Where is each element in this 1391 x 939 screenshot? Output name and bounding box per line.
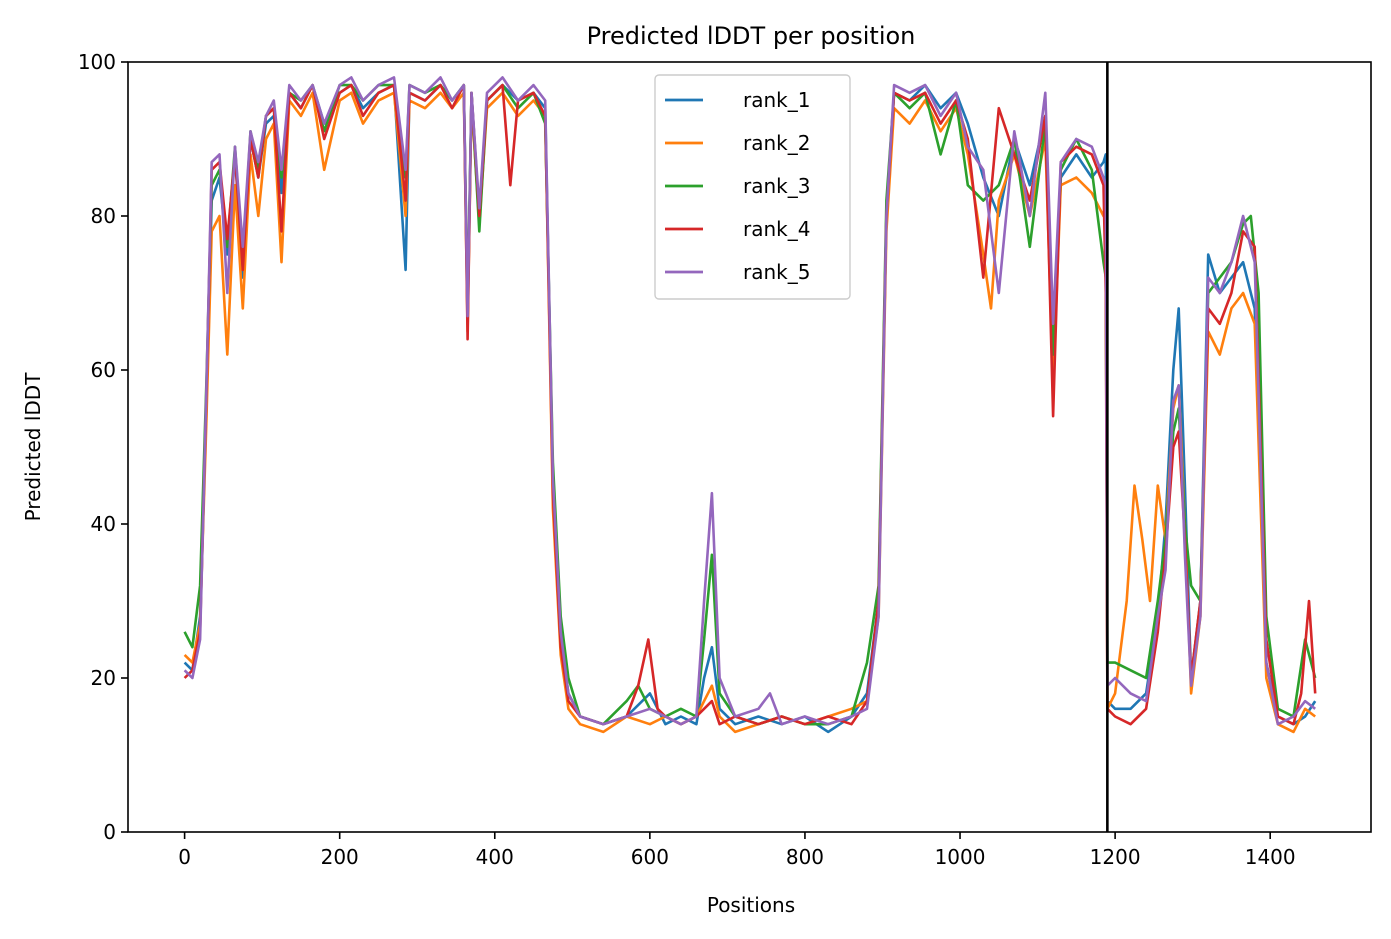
y-tick-label: 80 (91, 204, 116, 228)
legend-label-rank-4: rank_4 (743, 217, 810, 241)
legend-label-rank-3: rank_3 (743, 174, 810, 198)
legend-box (654, 74, 851, 300)
x-tick-label: 400 (476, 845, 514, 869)
x-tick-label: 200 (321, 845, 359, 869)
y-tick-label: 20 (91, 666, 116, 690)
x-axis-label: Positions (707, 893, 795, 917)
legend-label-rank-5: rank_5 (743, 260, 810, 284)
x-tick-label: 0 (178, 845, 191, 869)
chart-title: Predicted lDDT per position (587, 22, 916, 50)
y-axis-ticks: 0 20 40 60 80 100 (78, 50, 128, 844)
x-tick-label: 1400 (1245, 845, 1296, 869)
legend-label-rank-1: rank_1 (743, 88, 810, 112)
x-tick-label: 800 (786, 845, 824, 869)
legend: rank_1 rank_2 rank_3 rank_4 rank_5 (654, 74, 851, 300)
series-layer (183, 76, 1317, 734)
x-tick-label: 1200 (1090, 845, 1141, 869)
series-line-rank-2 (183, 91, 1316, 734)
legend-label-rank-2: rank_2 (743, 131, 810, 155)
y-axis-label: Predicted lDDT (21, 372, 45, 522)
y-tick-label: 0 (103, 820, 116, 844)
plot-frame (127, 61, 1372, 833)
x-axis-ticks: 0 200 400 600 800 1000 1200 1400 (178, 832, 1296, 869)
x-tick-label: 1000 (935, 845, 986, 869)
y-tick-label: 100 (78, 50, 116, 74)
series-line-rank-5 (183, 76, 1316, 726)
x-tick-label: 600 (631, 845, 669, 869)
y-tick-label: 60 (91, 358, 116, 382)
y-tick-label: 40 (91, 512, 116, 536)
